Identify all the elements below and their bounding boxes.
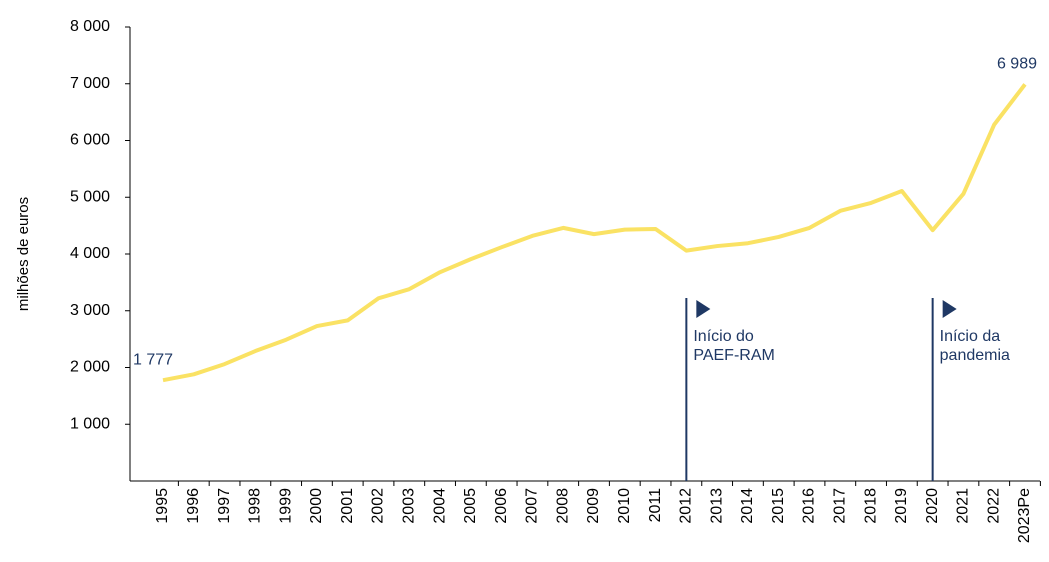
x-tick-label: 2013 xyxy=(708,488,725,524)
x-tick-label: 2002 xyxy=(370,488,387,524)
event-flag xyxy=(942,300,957,318)
annotation: Início do xyxy=(693,328,754,345)
y-axis-label: milhões de euros xyxy=(15,197,32,311)
x-tick-label: 2017 xyxy=(832,488,849,524)
data-label: 6 989 xyxy=(997,56,1037,73)
x-tick-label: 1999 xyxy=(277,488,294,524)
x-tick-label: 2000 xyxy=(308,488,325,524)
y-tick-label: 5 000 xyxy=(70,188,110,205)
x-tick-label: 2018 xyxy=(862,488,879,524)
x-tick-label: 1998 xyxy=(247,488,264,524)
x-tick-label: 2005 xyxy=(462,488,479,524)
x-tick-label: 2012 xyxy=(678,488,695,524)
x-tick-label: 2001 xyxy=(339,488,356,524)
x-tick-label: 2014 xyxy=(739,488,756,524)
x-tick-label: 2003 xyxy=(401,488,418,524)
data-label: 1 777 xyxy=(133,351,173,368)
annotation: PAEF-RAM xyxy=(693,347,774,364)
x-tick-label: 2004 xyxy=(431,488,448,524)
x-tick-label: 2016 xyxy=(801,488,818,524)
x-tick-label: 2009 xyxy=(585,488,602,524)
x-tick-label: 2011 xyxy=(647,488,664,523)
x-tick-label: 2010 xyxy=(616,488,633,524)
x-tick-label: 1996 xyxy=(185,488,202,524)
event-flag xyxy=(696,300,711,318)
x-tick-label: 2022 xyxy=(985,488,1002,524)
y-tick-label: 1 000 xyxy=(70,415,110,432)
x-tick-label: 2007 xyxy=(524,488,541,524)
y-tick-label: 2 000 xyxy=(70,359,110,376)
annotation: pandemia xyxy=(940,347,1010,364)
x-tick-label: 2023Pe xyxy=(1016,488,1033,543)
x-tick-label: 2008 xyxy=(554,488,571,524)
x-tick-label: 1995 xyxy=(154,488,171,524)
x-tick-label: 1997 xyxy=(216,488,233,524)
line xyxy=(162,83,1027,383)
x-tick-label: 2019 xyxy=(893,488,910,524)
y-tick-label: 8 000 xyxy=(70,18,110,35)
x-tick-label: 2015 xyxy=(770,488,787,524)
x-tick-label: 2006 xyxy=(493,488,510,524)
x-tick-label: 2021 xyxy=(955,488,972,524)
y-tick-label: 7 000 xyxy=(70,75,110,92)
y-tick-label: 3 000 xyxy=(70,302,110,319)
annotation: Início da xyxy=(940,328,1001,345)
y-tick-label: 4 000 xyxy=(70,245,110,262)
y-tick-label: 6 000 xyxy=(70,132,110,149)
x-tick-label: 2020 xyxy=(924,488,941,524)
